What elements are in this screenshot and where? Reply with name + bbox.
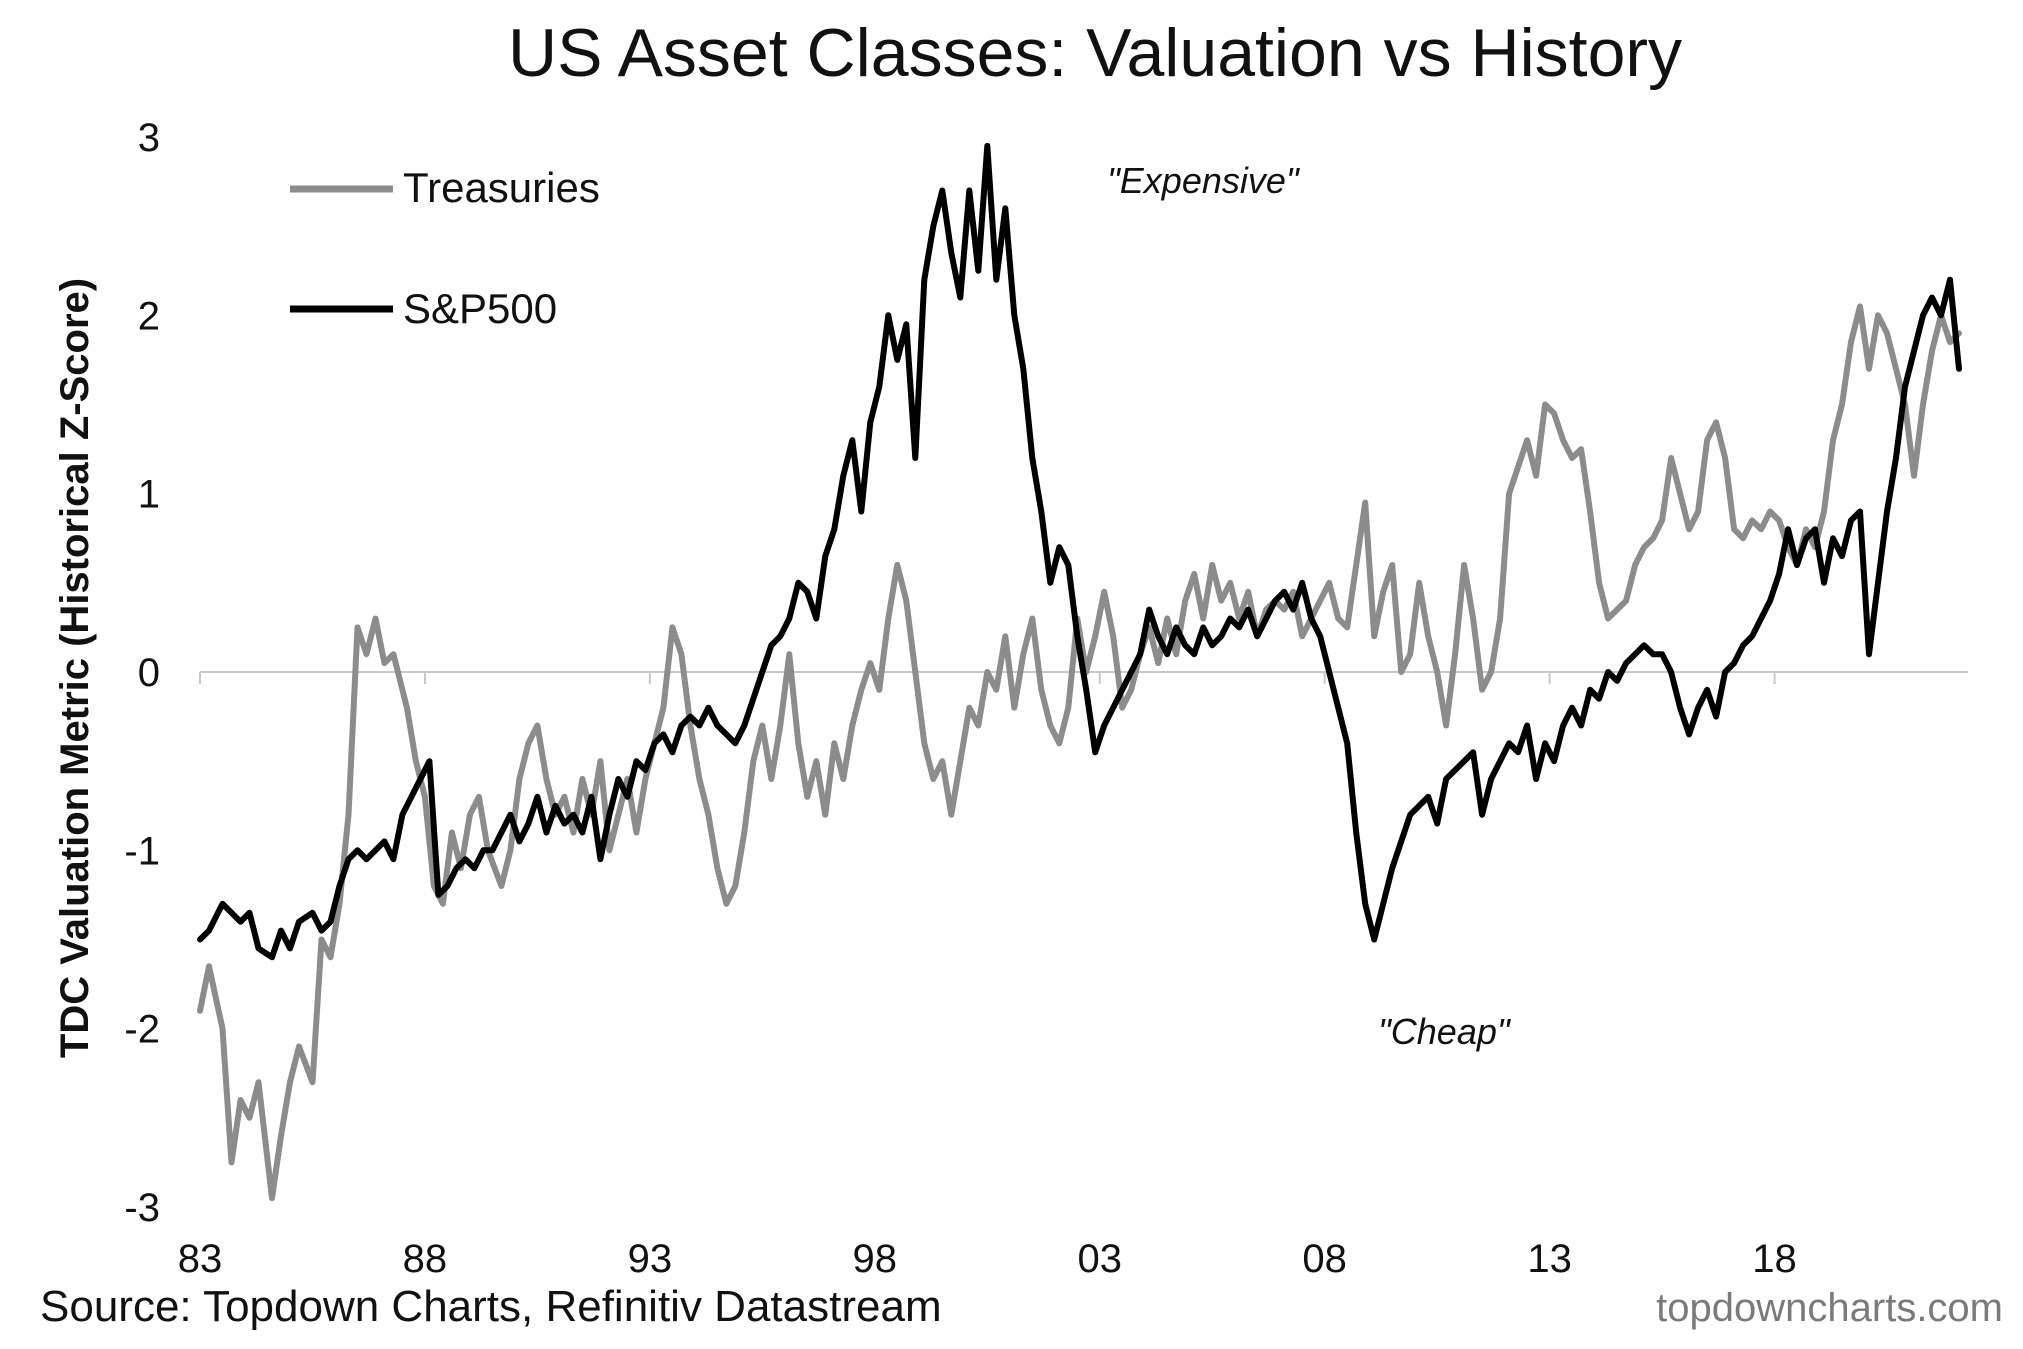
series-layer (197, 142, 1962, 1202)
source-note: Source: Topdown Charts, Refinitiv Datast… (40, 1282, 942, 1331)
series-line-treasuries (197, 303, 1962, 1202)
x-tick-label: 08 (1302, 1237, 1347, 1281)
x-tick-label: 13 (1527, 1237, 1572, 1281)
x-tick-label: 98 (853, 1237, 898, 1281)
y-axis-label: TDC Valuation Metric (Historical Z-Score… (53, 278, 97, 1058)
legend-label-treasuries: Treasuries (403, 164, 600, 211)
x-tick-label: 93 (628, 1237, 673, 1281)
series-line-sp500 (197, 142, 1962, 961)
x-tick-label: 88 (403, 1237, 448, 1281)
brand-watermark: topdowncharts.com (1656, 1286, 2003, 1330)
annotation-expensive: "Expensive" (1107, 160, 1301, 201)
x-tick-label: 83 (178, 1237, 223, 1281)
y-tick-label: 1 (138, 473, 160, 517)
y-tick-label: 2 (138, 294, 160, 338)
y-tick-label: -2 (124, 1008, 160, 1052)
x-tick-label: 18 (1752, 1237, 1797, 1281)
y-tick-label: 3 (138, 116, 160, 160)
x-axis: 83 88 93 98 03 08 13 18 (178, 1237, 1797, 1281)
annotation-cheap: "Cheap" (1378, 1011, 1512, 1052)
legend-label-sp500: S&P500 (403, 285, 557, 332)
y-axis: 3 2 1 0 -1 -2 -3 (124, 116, 160, 1230)
x-tick-label: 03 (1077, 1237, 1122, 1281)
y-tick-label: 0 (138, 651, 160, 695)
chart-title: US Asset Classes: Valuation vs History (507, 15, 1683, 91)
y-tick-label: -1 (124, 829, 160, 873)
y-tick-label: -3 (124, 1186, 160, 1230)
legend: Treasuries S&P500 (290, 164, 600, 332)
